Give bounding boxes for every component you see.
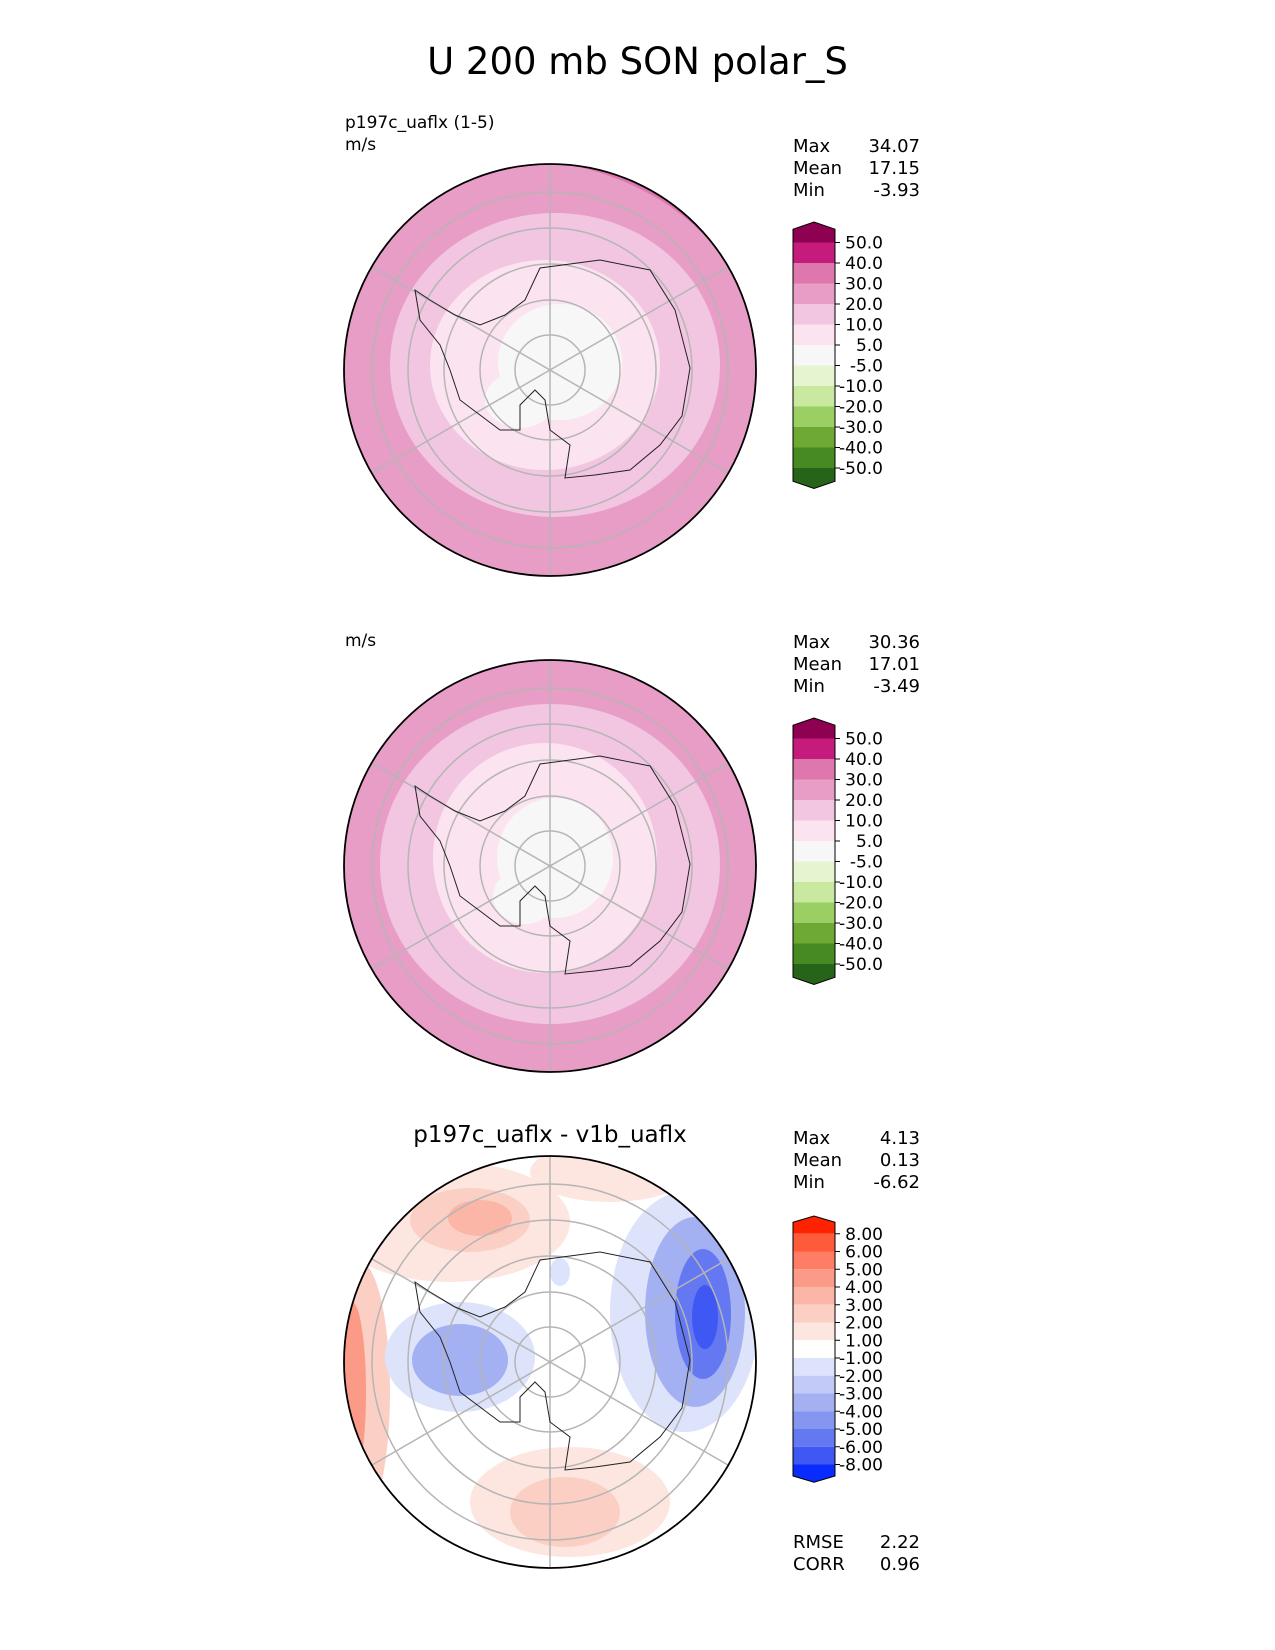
diff-stat-corr-value: 0.96	[879, 1554, 920, 1575]
test-units: m/s	[345, 135, 377, 155]
diff-field-pos-6	[344, 1302, 366, 1482]
ref-panel: m/s Max 30.36 Mean 17.01 Min -3.49 50.0 4…	[0, 596, 1275, 1076]
ref-map-border	[343, 659, 757, 1073]
diff-title: p197c_uaflx - v1b_uaflx	[413, 1122, 687, 1148]
diff-graticule	[371, 1156, 729, 1568]
diff-stat-mean-name: Mean	[793, 1150, 843, 1171]
diff-stat-min-value: -6.62	[873, 1172, 920, 1193]
test-map	[343, 163, 757, 577]
diff-field-neg-6	[412, 1324, 508, 1396]
diff-field-pos-3	[448, 1200, 512, 1236]
diff-field-neg-7	[550, 1258, 570, 1286]
diff-stat-corr-name: CORR	[793, 1554, 845, 1575]
ref-antarctica-coast	[414, 755, 691, 975]
test-graticule	[371, 164, 729, 576]
ref-stat-max-value: 30.36	[868, 632, 920, 653]
test-stat-max-name: Max	[793, 136, 831, 157]
diff-panel: p197c_uaflx - v1b_uaflx	[0, 1092, 1275, 1575]
diff-stat-min-name: Min	[793, 1172, 825, 1193]
test-stat-mean-value: 17.15	[868, 158, 920, 179]
diff-stat-rmse-name: RMSE	[793, 1532, 844, 1553]
test-antarctica-coast	[414, 259, 691, 479]
diff-map-border	[343, 1155, 757, 1569]
test-stat-min-name: Min	[793, 180, 825, 201]
ref-stat-min-name: Min	[793, 676, 825, 697]
test-stat-mean-name: Mean	[793, 158, 843, 179]
diff-field-pos-8	[510, 1477, 620, 1547]
diff-antarctica-coast	[414, 1251, 691, 1471]
ref-map	[343, 659, 757, 1073]
ref-units: m/s	[345, 631, 377, 651]
diff-stat-mean-value: 0.13	[879, 1150, 920, 1171]
test-label: p197c_uaflx (1-5)	[345, 113, 495, 133]
diff-field-pos-4	[530, 1156, 690, 1202]
ref-stat-min-value: -3.49	[873, 676, 920, 697]
diff-stat-max-name: Max	[793, 1128, 831, 1149]
diff-stat-rmse-value: 2.22	[879, 1532, 920, 1553]
test-stat-max-value: 34.07	[868, 136, 920, 157]
test-field-5-10b	[485, 372, 555, 428]
test-stat-min-value: -3.93	[873, 180, 920, 201]
ref-stat-mean-value: 17.01	[868, 654, 920, 675]
test-map-border	[343, 163, 757, 577]
diff-stat-max-value: 4.13	[879, 1128, 920, 1149]
diff-field-neg-4	[692, 1285, 718, 1349]
ref-stat-max-name: Max	[793, 632, 831, 653]
test-panel: p197c_uaflx (1-5) m/s Max 34.07 Mean 17.…	[0, 100, 1275, 580]
figure-title: U 200 mb SON polar_S	[427, 40, 848, 83]
ref-stat-mean-name: Mean	[793, 654, 843, 675]
diff-map	[343, 1155, 757, 1569]
